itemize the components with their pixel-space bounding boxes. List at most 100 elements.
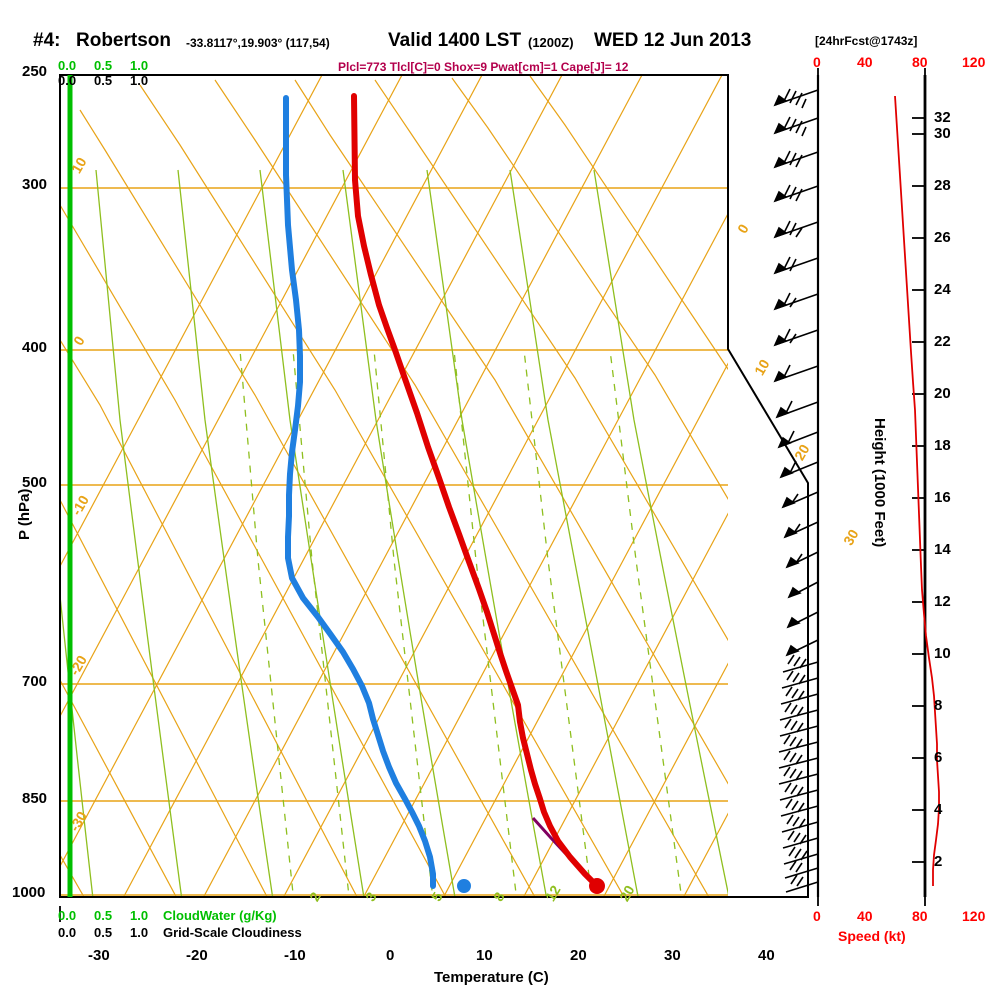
cloudiness-tick-bottom-0: 0.0 [58,925,77,940]
pressure-tick-500: 500 [22,474,48,491]
speed-tick-bottom-80: 80 [912,908,928,924]
height-tick-14: 14 [934,541,951,558]
wind-barb [773,220,819,239]
temperature-tick-30: 30 [664,947,681,964]
wind-barb [784,860,819,879]
pressure-tick-300: 300 [22,176,48,193]
dewpoint-curve [283,95,436,889]
cloudiness-tick-top-2: 1.0 [130,73,149,88]
wind-barb [773,256,819,275]
wind-barb [773,292,819,311]
pressure-tick-850: 850 [22,790,48,807]
height-tick-8: 8 [934,697,943,714]
wind-barb [775,400,819,419]
cloudwater-tick-top-0: 0.0 [58,58,77,73]
valid-date-label: WED 12 Jun 2013 [594,30,752,51]
temperature-curve [351,93,600,889]
wind-barb [773,150,819,169]
height-tick-26: 26 [934,229,951,246]
cloudwater-tick-bottom-2: 1.0 [130,908,149,923]
temperature-axis-label: Temperature (C) [434,969,549,986]
wind-barb [779,460,819,479]
temperature-tick--30: -30 [88,947,110,964]
wind-barb [781,670,819,689]
wind-barb [778,750,819,769]
valid-time-label: Valid 1400 LST [388,30,522,51]
valid-utc-label: (1200Z) [528,35,574,50]
cloudwater-axis-label: CloudWater (g/Kg) [163,908,277,923]
surface-temperature-marker [589,878,605,894]
cloudwater-tick-bottom-1: 0.5 [94,908,113,923]
wind-barb [779,718,819,737]
height-tick-16: 16 [934,489,951,506]
height-tick-6: 6 [934,749,943,766]
wind-barb [787,581,819,599]
wind-barb [785,639,819,657]
wind-barb [773,184,819,203]
moist-adiabat-lines [60,169,728,897]
profile-curves [283,93,605,894]
skewt-plot-frame [59,74,809,898]
wind-barb [778,734,819,753]
wind-speed-curve [894,95,940,886]
wind-barb [780,798,819,817]
height-tick-12: 12 [934,593,951,610]
wind-barb [781,491,819,509]
wind-barb [773,364,819,383]
wind-barb [782,654,819,673]
height-tick-24: 24 [934,281,951,298]
surface-dewpoint-marker [457,879,471,893]
speed-axis-label: Speed (kt) [838,928,906,944]
mixing-ratio-lines [239,349,683,897]
cloudwater-tick-top-1: 0.5 [94,58,113,73]
height-tick-30: 30 [934,125,951,142]
wind-barb [786,611,819,629]
cloudiness-tick-top-1: 0.5 [94,73,113,88]
forecast-tag: [24hrFcst@1743z] [815,34,918,48]
temperature-tick--10: -10 [284,947,306,964]
cloudwater-tick-top-2: 1.0 [130,58,149,73]
pressure-axis-label: P (hPa) [16,488,33,540]
height-axis-label: Height (1000 Feet) [871,418,888,548]
wind-barb [781,814,819,833]
station-coordinates: -33.8117°,19.903° (117,54) [186,36,330,50]
wind-barb [783,521,819,539]
pressure-tick-700: 700 [22,673,48,690]
height-tick-20: 20 [934,385,951,402]
cloudiness-tick-top-0: 0.0 [58,73,77,88]
wind-barb [779,782,819,801]
cloudiness-tick-bottom-1: 0.5 [94,925,113,940]
height-tick-18: 18 [934,437,951,454]
station-name: Robertson [76,30,171,51]
wind-barb [785,551,819,569]
wind-barb [773,116,819,137]
speed-tick-top-0: 0 [813,54,821,70]
wind-barb [778,766,819,785]
pressure-tick-1000: 1000 [12,884,46,901]
speed-tick-top-120: 120 [962,54,986,70]
height-tick-2: 2 [934,853,943,870]
speed-tick-bottom-120: 120 [962,908,986,924]
skewt-background-grid [60,75,728,897]
isotherm-lines [60,75,728,897]
wind-barbs [773,88,819,893]
station-id: #4: [33,30,61,51]
pressure-tick-250: 250 [22,63,48,80]
temperature-tick-10: 10 [476,947,493,964]
wind-barb [785,874,819,893]
dry-adiabat-lines [60,75,728,897]
cloudiness-tick-bottom-2: 1.0 [130,925,149,940]
speed-tick-top-40: 40 [857,54,873,70]
wind-barb [777,430,819,449]
temperature-tick-40: 40 [758,947,775,964]
cloudiness-axis-label: Grid-Scale Cloudiness [163,925,302,940]
speed-tick-bottom-0: 0 [813,908,821,924]
speed-tick-top-80: 80 [912,54,928,70]
stability-indices: Plcl=773 Tlcl[C]=0 Shox=9 Pwat[cm]=1 Cap… [338,60,629,74]
speed-height-panel [59,68,940,922]
wind-barb [780,686,819,705]
wind-barb [773,88,819,109]
height-tick-28: 28 [934,177,951,194]
